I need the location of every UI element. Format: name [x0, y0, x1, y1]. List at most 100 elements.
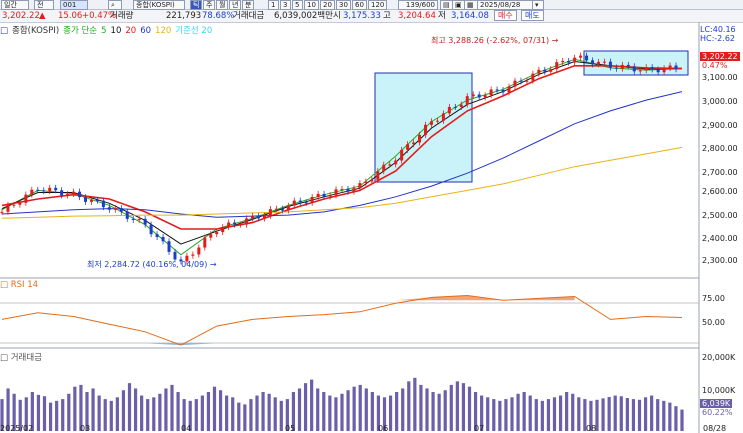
low-value: 3,164.08 — [451, 11, 489, 21]
volume-panel-title: □ 거래대금 — [0, 351, 42, 363]
interval-120-button[interactable]: 120 — [368, 0, 387, 10]
highlight-box-june[interactable] — [374, 72, 473, 183]
volume-tick: 20,000K — [702, 353, 736, 362]
rsi-panel-title: □ RSI 14 — [0, 280, 38, 290]
volume-bar — [346, 390, 350, 431]
candle-up — [429, 121, 433, 125]
price-tick: 2,500.00 — [702, 211, 738, 220]
legend-ma60[interactable]: 60 — [140, 26, 152, 36]
open-label: 시 — [333, 11, 341, 21]
volume-bar — [170, 384, 174, 431]
interval-5-button[interactable]: 5 — [292, 0, 303, 10]
legend-index-label[interactable]: 종합(KOSPI) — [12, 26, 60, 36]
price-tick: 2,800.00 — [702, 144, 738, 153]
volume-bar — [218, 390, 223, 431]
price-change: 15.06 — [58, 11, 83, 21]
candle-down — [501, 90, 505, 93]
candle-down — [161, 236, 165, 242]
code-input[interactable]: 001 — [60, 0, 88, 10]
rsi-overbought-fill — [359, 295, 575, 301]
candle-up — [620, 64, 624, 69]
rsi-title-text: RSI 14 — [10, 280, 39, 290]
candle-up — [113, 208, 117, 210]
interval-60-button[interactable]: 60 — [352, 0, 367, 10]
candle-up — [191, 254, 195, 256]
volume-bar — [395, 392, 399, 431]
search-icon[interactable]: ⌕ — [108, 0, 122, 10]
volume-bar — [237, 402, 241, 431]
candle-down — [674, 65, 678, 70]
lc-label: LC:40.16 — [700, 25, 736, 34]
current-pct-label: 0.47% — [702, 61, 728, 70]
volume-bar — [498, 400, 502, 431]
legend-checkbox-icon[interactable]: □ — [0, 26, 9, 36]
index-name-field[interactable]: 종합(KOSPI) — [133, 0, 185, 10]
sell-button[interactable]: 매도 — [521, 10, 544, 21]
price-tick: 3,000.00 — [702, 97, 738, 106]
candle-up — [662, 68, 666, 73]
up-arrow-icon: ▲ — [39, 11, 46, 21]
rsi-line — [1, 294, 683, 346]
hc-label: HC:-2.62 — [700, 34, 735, 43]
volume-bar — [352, 386, 356, 431]
legend-ma5[interactable]: 5 — [101, 26, 107, 36]
volume-bar — [164, 388, 168, 431]
candle-up — [596, 61, 600, 65]
volume-bar — [516, 393, 520, 431]
calendar-icon[interactable]: ▦ — [464, 0, 478, 10]
volume-bar — [461, 383, 466, 431]
period-select[interactable]: 일간 — [1, 0, 29, 10]
ma60-line — [1, 91, 683, 218]
amount-label: 거래대금 — [233, 11, 265, 21]
volume-bar — [176, 392, 180, 431]
volume-bar — [407, 381, 411, 431]
volume-bar — [540, 400, 544, 431]
legend-base-line[interactable]: 기준선 20 — [175, 26, 213, 36]
interval-1-button[interactable]: 1 — [268, 0, 279, 10]
candle-up — [66, 194, 70, 196]
legend-ma120[interactable]: 120 — [155, 26, 172, 36]
volume-bar — [316, 388, 320, 431]
interval-3-button[interactable]: 3 — [280, 0, 291, 10]
candle-down — [346, 188, 350, 192]
candle-up — [334, 189, 338, 196]
mode-minute-button[interactable]: 분 — [242, 0, 254, 10]
legend-ma-prefix[interactable]: 종가 단순 — [63, 26, 98, 36]
candle-up — [286, 205, 290, 211]
mode-tick-button[interactable]: 틱 — [190, 0, 202, 10]
candle-down — [125, 211, 129, 219]
volume-bar — [486, 397, 490, 431]
volume-bar — [267, 393, 271, 431]
mode-month-button[interactable]: 월 — [216, 0, 228, 10]
volume-bar — [36, 394, 41, 431]
rsi-checkbox-icon[interactable]: □ — [0, 280, 9, 290]
volume-checkbox-icon[interactable]: □ — [0, 353, 9, 363]
volume-bar — [413, 377, 417, 431]
candle-up — [412, 142, 416, 145]
interval-20-button[interactable]: 20 — [320, 0, 335, 10]
mode-year-button[interactable]: 년 — [229, 0, 241, 10]
x-axis-label: 07 — [474, 424, 485, 433]
legend-ma20[interactable]: 20 — [125, 26, 137, 36]
buy-button[interactable]: 매수 — [494, 10, 517, 21]
volume-bar — [388, 395, 393, 431]
interval-10-button[interactable]: 10 — [304, 0, 319, 10]
candle-down — [543, 69, 547, 72]
date-picker-icon[interactable]: ▾ — [532, 0, 544, 10]
volume-bar — [249, 399, 253, 431]
volume-bar — [261, 392, 265, 431]
candle-up — [668, 65, 672, 69]
price-tick: 2,600.00 — [702, 187, 738, 196]
mode-week-button[interactable]: 주 — [203, 0, 215, 10]
count-input[interactable]: 139/600 — [398, 0, 438, 10]
price-tick: 3,100.00 — [702, 73, 738, 82]
date-input[interactable]: 2025/08/28 — [477, 0, 535, 10]
toolbar: 일간 전 001 ⌕ 종합(KOSPI) 틱 주 월 년 분 1 3 5 10 … — [0, 0, 743, 10]
highlight-box-august[interactable] — [583, 50, 689, 76]
interval-30-button[interactable]: 30 — [336, 0, 351, 10]
candle-up — [197, 247, 201, 255]
scope-select[interactable]: 전 — [34, 0, 54, 10]
legend-ma10[interactable]: 10 — [110, 26, 122, 36]
volume-bar — [625, 398, 629, 431]
